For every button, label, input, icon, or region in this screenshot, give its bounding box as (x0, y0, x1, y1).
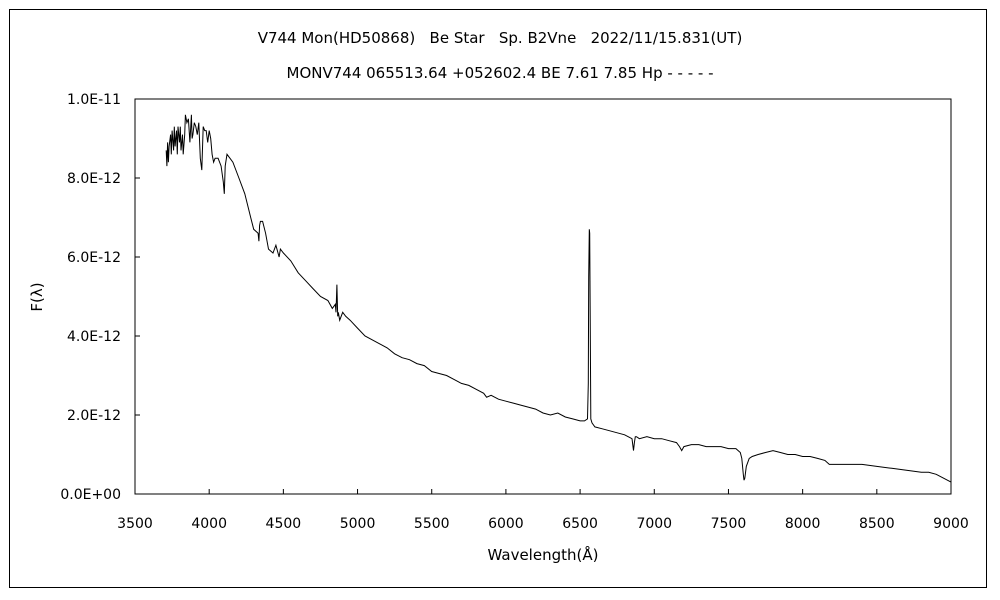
x-axis-label: Wavelength(Å) (488, 545, 599, 564)
x-tick-label: 5500 (414, 516, 450, 532)
y-tick-label: 1.0E-11 (67, 92, 121, 108)
x-tick-label: 6000 (488, 516, 524, 532)
x-tick-label: 7000 (636, 516, 672, 532)
y-tick-label: 6.0E-12 (67, 250, 121, 266)
chart-title: V744 Mon(HD50868) Be Star Sp. B2Vne 2022… (257, 29, 743, 47)
x-tick-label: 7500 (711, 516, 747, 532)
plot-area (134, 98, 952, 495)
y-tick-label: 8.0E-12 (67, 171, 121, 187)
x-tick-label: 5000 (340, 516, 376, 532)
x-tick-label: 9000 (933, 516, 969, 532)
y-tick-label: 2.0E-12 (67, 408, 121, 424)
chart-subtitle: MONV744 065513.64 +052602.4 BE 7.61 7.85… (286, 64, 714, 82)
x-axis: 3500 4000 4500 5000 5500 6000 6500 7000 7500 8000… (117, 489, 969, 532)
spectrum-line (165, 114, 952, 483)
y-tick-label: 4.0E-12 (67, 329, 121, 345)
y-axis: 0.0E+00 2.0E-12 4.0E-12 6.0E-12 8.0E-12 1.0E-… (60, 92, 140, 503)
x-tick-label: 8000 (785, 516, 821, 532)
y-tick-label: 0.0E+00 (60, 487, 121, 503)
x-tick-label: 3500 (117, 516, 153, 532)
y-axis-label: F(λ) (28, 282, 46, 311)
x-tick-label: 8500 (859, 516, 895, 532)
x-tick-label: 6500 (562, 516, 598, 532)
x-tick-label: 4500 (266, 516, 302, 532)
chart-frame (9, 9, 987, 588)
x-tick-label: 4000 (191, 516, 227, 532)
